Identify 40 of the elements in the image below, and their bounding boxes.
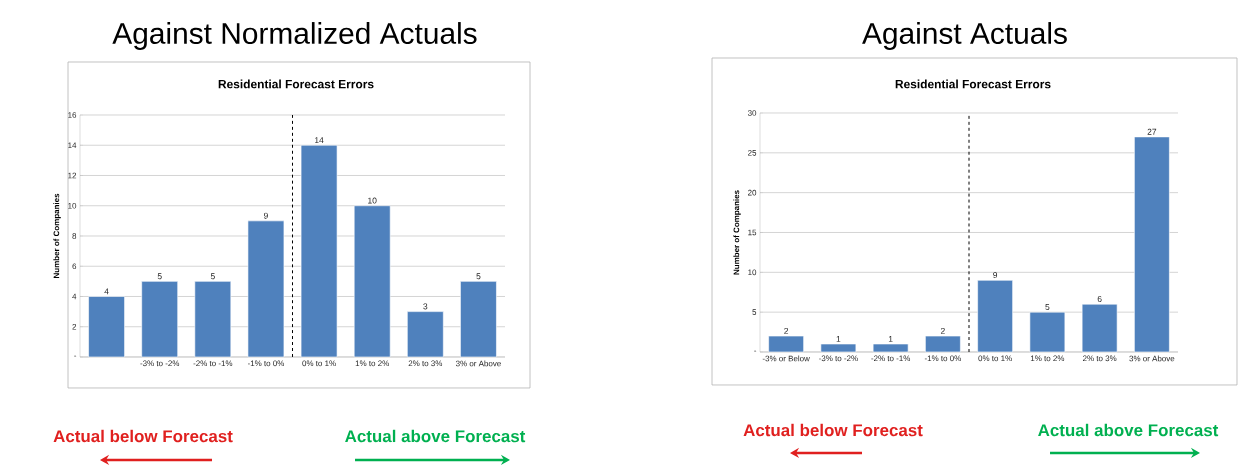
data-label: 14 [315,137,324,144]
data-label: 9 [263,212,268,219]
text: Actual above Forecast [1038,423,1219,437]
data-label: 1 [836,335,841,342]
bar [88,296,125,358]
bar [1081,303,1118,353]
data-label: 5 [210,273,215,280]
data-label: 5 [157,273,162,280]
chart-subtitle: Residential Forecast Errors [895,79,1051,89]
data-label: 27 [1147,128,1157,135]
bar [872,343,909,353]
data-label: 6 [1097,296,1102,302]
chart-title: Against Actuals [862,22,1067,50]
bar [300,144,338,358]
bar [247,220,285,358]
data-label: 1 [888,335,893,342]
chart-subtitle: Residential Forecast Errors [218,79,374,89]
data-label: 2 [784,327,789,334]
text: Actual below Forecast [743,423,923,437]
bar [820,343,857,353]
data-label: 5 [476,273,481,280]
bar [768,335,804,353]
bar [407,311,444,358]
chart-title: Against Normalized Actuals [112,22,477,50]
data-label: 2 [940,327,945,334]
data-label: 5 [1045,304,1050,310]
bar [925,335,961,353]
bar [977,279,1013,353]
text: Actual above Forecast [345,429,526,443]
bar [353,205,391,358]
data-label: 4 [104,288,109,295]
bar [141,281,178,358]
bar [460,281,497,358]
text: Actual below Forecast [53,429,233,443]
bar [1029,311,1066,353]
data-label: 9 [993,272,998,279]
bar [1134,136,1170,353]
data-label: 3 [423,303,428,310]
bar [194,281,232,358]
data-label: 10 [368,197,377,204]
